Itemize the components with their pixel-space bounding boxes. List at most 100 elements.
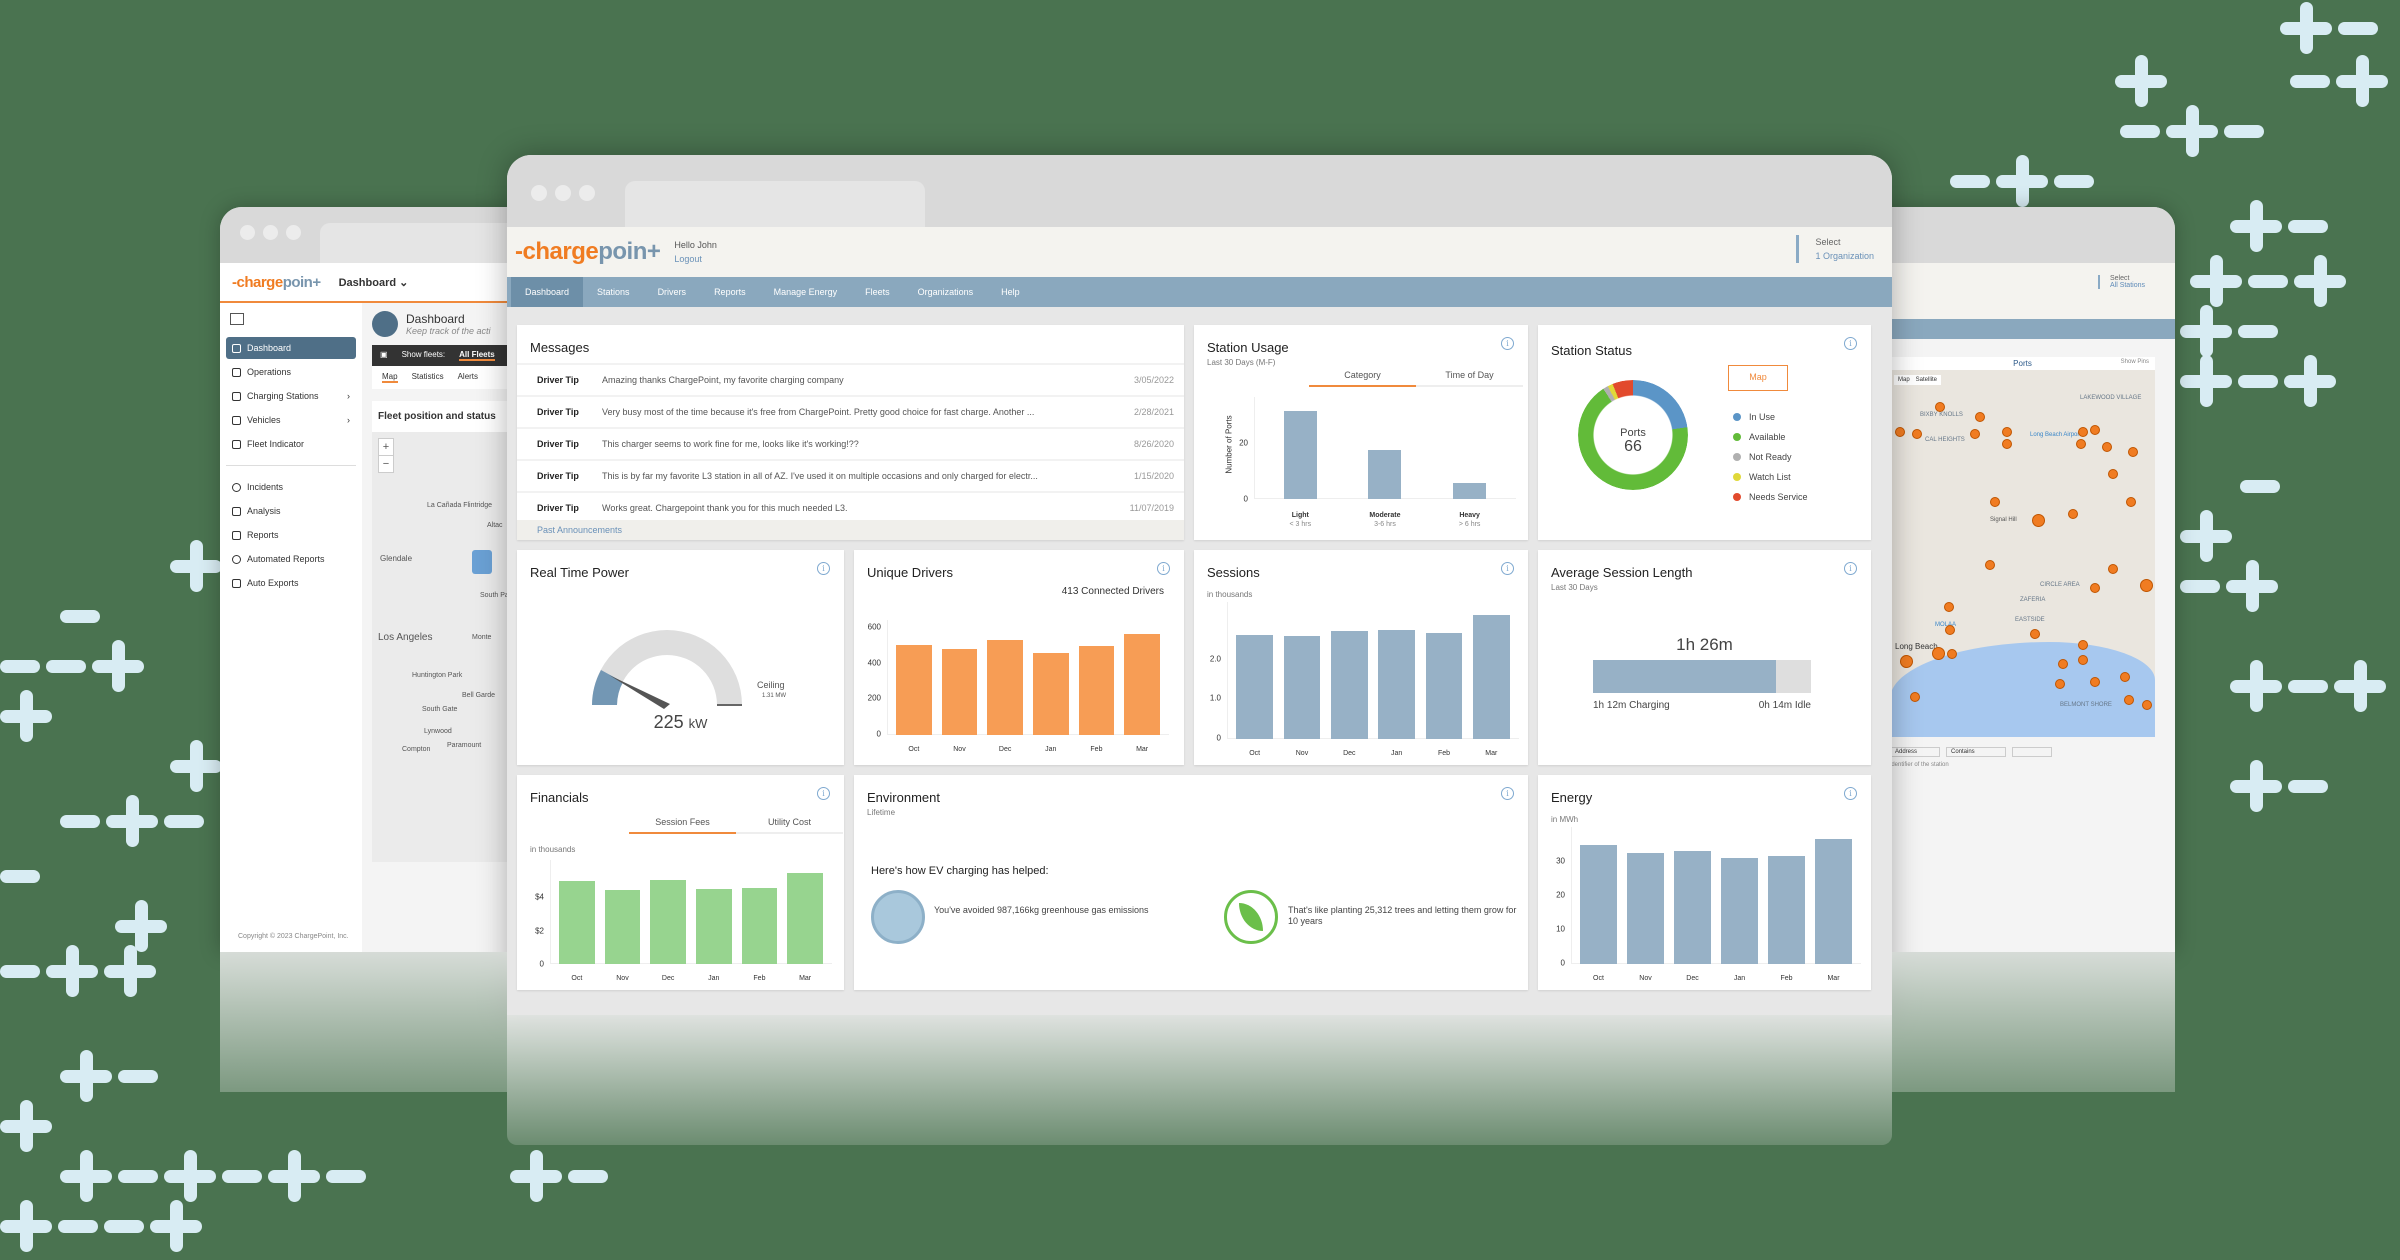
chart-bar[interactable] [1580,844,1617,964]
message-row[interactable]: Driver Tip Works great. Chargepoint thank… [517,491,1184,523]
tab-category[interactable]: Category [1309,370,1416,387]
station-status-donut[interactable] [1578,380,1688,490]
station-pin[interactable] [2055,679,2065,689]
chart-bar[interactable] [1453,482,1487,499]
station-pin[interactable] [2120,672,2130,682]
filter-value-input[interactable] [2012,747,2052,757]
map-button[interactable]: Map [1728,365,1788,391]
sidebar-item-vehicles[interactable]: Vehicles › [226,409,356,431]
window-controls[interactable] [240,225,301,240]
station-pin[interactable] [2068,509,2078,519]
chart-bar[interactable] [1368,450,1402,499]
info-icon[interactable]: i [817,787,830,800]
chart-bar[interactable] [1721,858,1758,964]
chart-bar[interactable] [941,649,978,735]
station-pin[interactable] [1985,560,1995,570]
station-pin[interactable] [2102,442,2112,452]
station-pin[interactable] [1900,655,1913,668]
nav-help[interactable]: Help [1001,287,1020,297]
chart-bar[interactable] [1627,852,1664,964]
filter-field-select[interactable]: Address [1890,747,1940,757]
message-row[interactable]: Driver Tip This charger seems to work fin… [517,427,1184,459]
zoom-out-button[interactable]: − [379,455,393,472]
past-announcements-link[interactable]: Past Announcements [517,520,1184,540]
station-pin[interactable] [1932,647,1945,660]
chart-bar[interactable] [1032,653,1069,735]
station-pin[interactable] [1945,625,1955,635]
station-pin[interactable] [1947,649,1957,659]
station-pin[interactable] [2030,629,2040,639]
station-pin[interactable] [2128,447,2138,457]
vehicle-marker[interactable] [472,550,492,574]
chart-bar[interactable] [1768,856,1805,964]
logout-link[interactable]: Logout [674,254,702,264]
chart-bar[interactable] [1236,635,1274,739]
station-pin[interactable] [1910,692,1920,702]
station-pin[interactable] [2090,677,2100,687]
sidebar-item-analysis[interactable]: Analysis [226,500,356,522]
chart-bar[interactable] [1078,645,1115,735]
chart-bar[interactable] [1124,633,1160,735]
station-selector[interactable]: Select All Stations [2097,275,2145,289]
chart-bar[interactable] [1283,635,1321,739]
chart-bar[interactable] [1378,629,1416,739]
chart-bar[interactable] [1674,850,1711,964]
message-row[interactable]: Driver Tip This is by far my favorite L3 … [517,459,1184,491]
sidebar-item-dashboard[interactable]: Dashboard [226,337,356,359]
sidebar-item-auto-exports[interactable]: Auto Exports [226,572,356,594]
window-controls[interactable] [531,185,595,201]
ports-map[interactable]: Ports Show Pins Map Satellite LAKEWOOD V… [1890,357,2155,737]
tab-session-fees[interactable]: Session Fees [629,817,736,834]
message-row[interactable]: Driver Tip Amazing thanks ChargePoint, my… [517,363,1184,395]
station-pin[interactable] [2002,439,2012,449]
sidebar-item-fleet-indicator[interactable]: Fleet Indicator [226,433,356,455]
info-icon[interactable]: i [1844,337,1857,350]
sidebar-item-operations[interactable]: Operations [226,361,356,383]
tab-time-of-day[interactable]: Time of Day [1416,370,1523,387]
info-icon[interactable]: i [1844,787,1857,800]
info-icon[interactable]: i [1501,337,1514,350]
legend-needs-service[interactable]: Needs Service [1733,487,1808,507]
chart-bar[interactable] [695,889,732,964]
collapse-sidebar-icon[interactable] [230,313,244,325]
sidebar-item-incidents[interactable]: Incidents [226,476,356,498]
station-pin[interactable] [1935,402,1945,412]
station-pin[interactable] [2076,439,2086,449]
chart-bar[interactable] [896,645,932,735]
show-pins-checkbox[interactable]: Show Pins [2120,359,2149,365]
station-pin[interactable] [1944,602,1954,612]
legend-available[interactable]: Available [1733,427,1808,447]
station-pin[interactable] [2108,564,2118,574]
station-pin[interactable] [2078,640,2088,650]
nav-manage-energy[interactable]: Manage Energy [773,287,838,297]
nav-stations[interactable]: Stations [597,287,630,297]
chargepoint-logo[interactable]: -chargepoin+ [232,273,321,291]
chart-bar[interactable] [1330,630,1368,739]
legend-watch-list[interactable]: Watch List [1733,467,1808,487]
legend-not-ready[interactable]: Not Ready [1733,447,1808,467]
station-pin[interactable] [1990,497,2000,507]
sidebar-item-charging-stations[interactable]: Charging Stations › [226,385,356,407]
station-pin[interactable] [2078,655,2088,665]
chart-bar[interactable] [1425,632,1463,739]
chart-bar[interactable] [787,872,823,964]
station-pin[interactable] [2090,425,2100,435]
station-pin[interactable] [2124,695,2134,705]
station-pin[interactable] [2142,700,2152,710]
sidebar-item-automated-reports[interactable]: Automated Reports [226,548,356,570]
tab-alerts[interactable]: Alerts [457,372,479,381]
map-type-map[interactable]: Map [1898,377,1910,383]
info-icon[interactable]: i [817,562,830,575]
station-pin[interactable] [1912,429,1922,439]
legend-in-use[interactable]: In Use [1733,407,1808,427]
fleet-selector[interactable]: All Fleets [459,350,495,361]
zoom-in-button[interactable]: + [382,441,390,453]
nav-fleets[interactable]: Fleets [865,287,890,297]
info-icon[interactable]: i [1844,562,1857,575]
tab-statistics[interactable]: Statistics [411,372,444,381]
browser-tab[interactable] [625,181,925,227]
tab-map[interactable]: Map [382,372,398,383]
nav-drivers[interactable]: Drivers [657,287,687,297]
station-pin[interactable] [2126,497,2136,507]
chart-bar[interactable] [741,887,778,964]
